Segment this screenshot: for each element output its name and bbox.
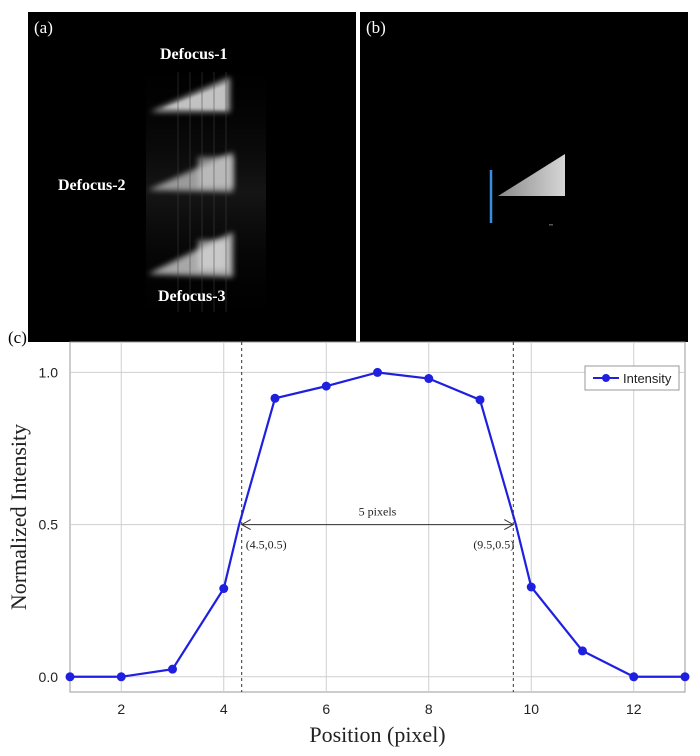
- y-tick-label: 1.0: [39, 364, 59, 380]
- panel-a-image: (a) Defocus-1 Defocus-2 Defocus-3: [28, 12, 356, 342]
- data-point: [116, 672, 126, 682]
- axis-layer: 2 4 6 8 10 12 0.0 0.5 1.0 Position (pixel) Normali…: [6, 364, 642, 747]
- data-point: [424, 374, 434, 384]
- intensity-profile-chart: 2 4 6 8 10 12 0.0 0.5 1.0 Position (pixel) Normali…: [6, 341, 690, 747]
- data-point: [475, 395, 485, 405]
- data-point: [373, 367, 382, 377]
- data-point: [219, 584, 229, 594]
- panel-c-label: (c): [8, 328, 27, 347]
- right-point-label: (9.5,0.5): [473, 538, 514, 552]
- span-arrowhead-left: [240, 519, 251, 531]
- data-point: [65, 672, 75, 682]
- x-tick-label: 10: [523, 701, 539, 717]
- x-tick-label: 6: [322, 701, 330, 717]
- panel-a-defocus-pattern: [146, 52, 266, 332]
- plot-layer: [65, 367, 690, 682]
- data-point: [321, 381, 331, 391]
- annotation-layer: 5 pixels (4.5,0.5) (9.5,0.5): [240, 342, 515, 692]
- x-tick-label: 12: [626, 701, 642, 717]
- defocus-2-label: Defocus-2: [58, 177, 126, 194]
- x-tick-label: 2: [117, 701, 125, 717]
- panel-b-label: (b): [366, 18, 386, 37]
- legend: Intensity: [584, 365, 680, 391]
- legend-label-intensity: Intensity: [623, 371, 672, 386]
- defocus-1-label: Defocus-1: [160, 46, 228, 63]
- y-tick-label: 0.0: [39, 669, 59, 685]
- span-arrowhead-right: [504, 519, 515, 531]
- x-tick-label: 8: [425, 701, 433, 717]
- data-point: [526, 582, 536, 592]
- span-label: 5 pixels: [359, 505, 397, 519]
- data-point: [578, 646, 587, 656]
- grid-layer: [69, 341, 686, 693]
- plot-frame: [69, 341, 686, 693]
- y-tick-label: 0.5: [39, 517, 59, 533]
- x-tick-label: 4: [220, 701, 228, 717]
- triangle-object: [498, 154, 565, 196]
- left-point-label: (4.5,0.5): [246, 538, 287, 552]
- defocus-3-label: Defocus-3: [158, 288, 226, 305]
- panel-a-label: (a): [34, 18, 53, 37]
- x-axis-title: Position (pixel): [309, 722, 445, 747]
- data-point: [168, 664, 177, 674]
- data-point: [629, 672, 639, 682]
- y-axis-title: Normalized Intensity: [6, 424, 31, 610]
- data-point: [680, 672, 690, 682]
- legend-swatch-marker: [602, 374, 610, 382]
- panel-b-image: (b): [360, 12, 688, 342]
- panel-b-reconstruction: [489, 154, 565, 226]
- data-point: [270, 393, 280, 403]
